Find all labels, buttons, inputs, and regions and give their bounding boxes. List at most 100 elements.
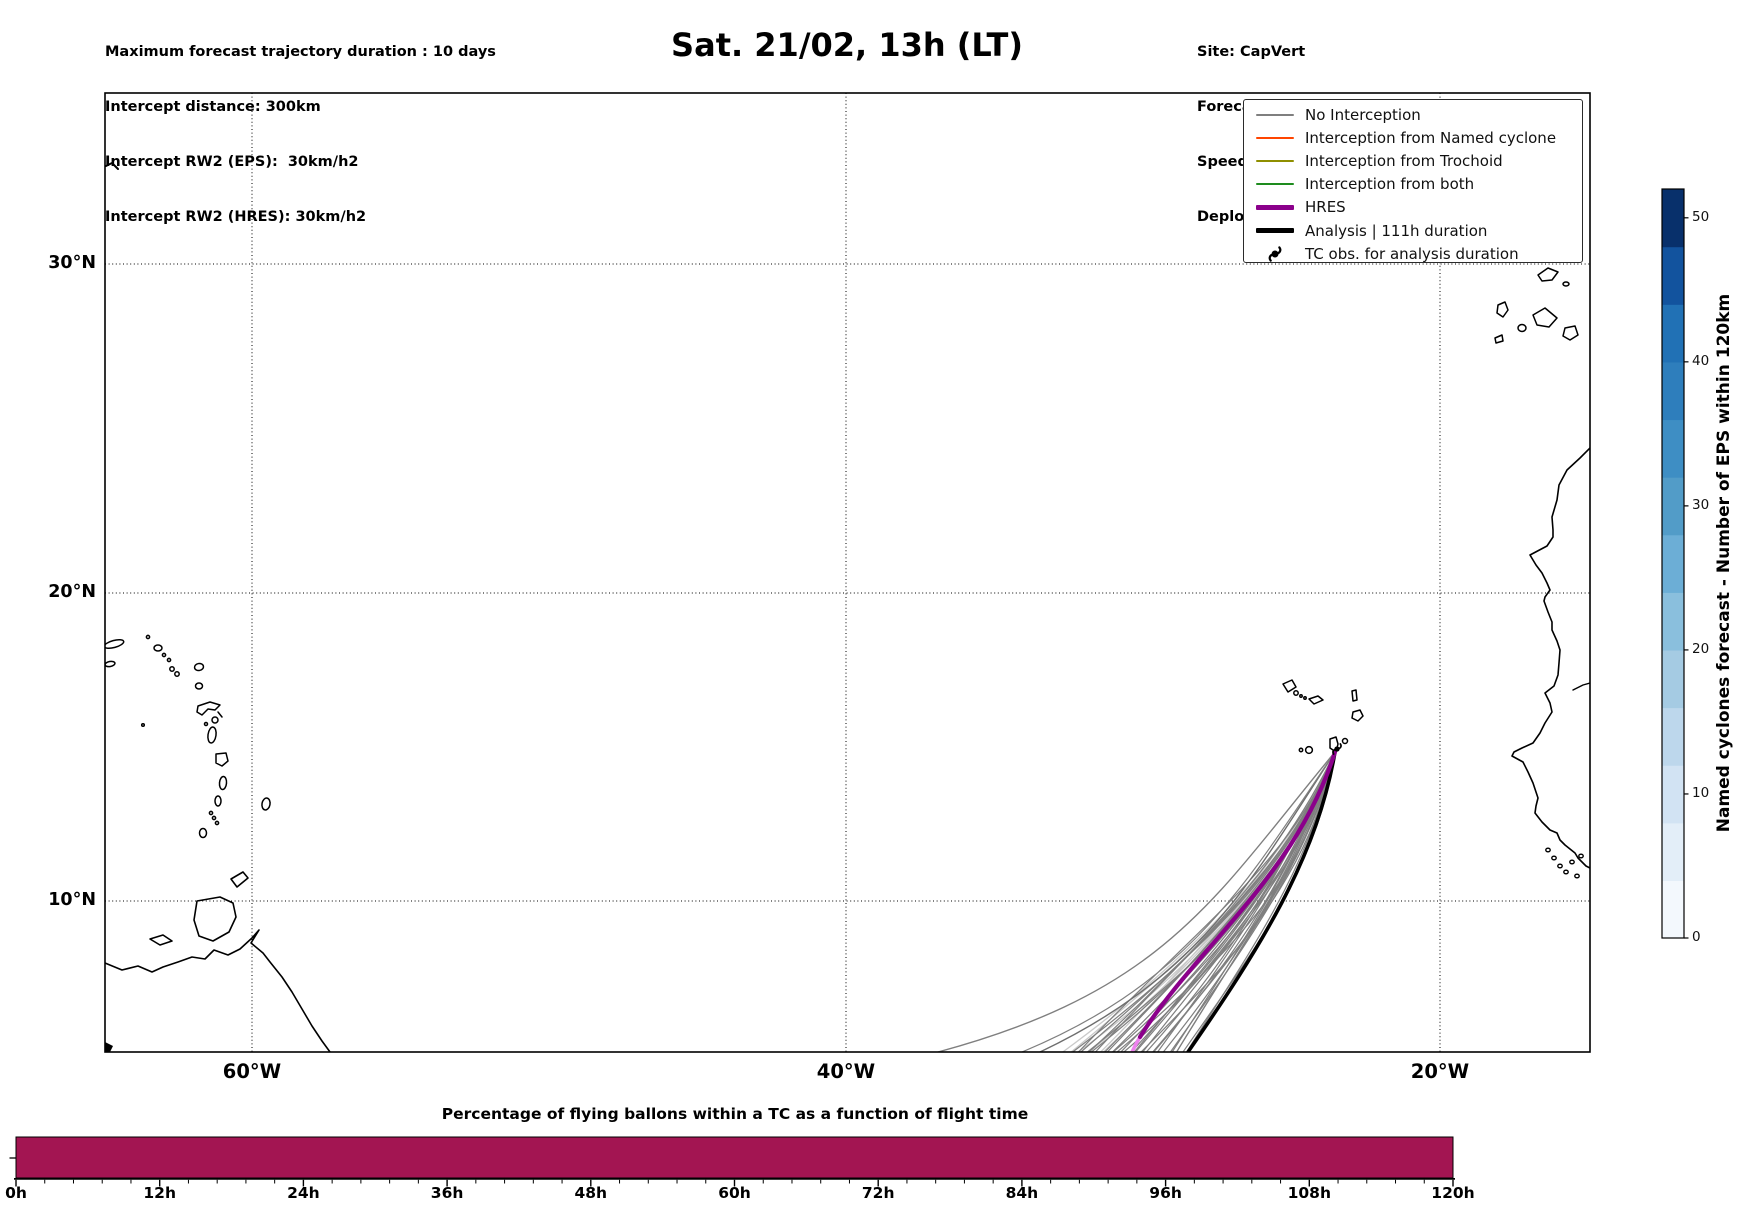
bijagos-island: [1557, 863, 1563, 869]
param-line: Intercept distance: 300km: [105, 99, 321, 116]
lon-label-20w: 20°W: [1410, 1060, 1470, 1083]
colorbar-tick-label: 20: [1692, 640, 1710, 657]
antilles-island: [214, 820, 220, 826]
bottom-chart-tick-label: 84h: [1005, 1184, 1039, 1202]
antilles-island: [153, 644, 163, 652]
colorbar-step: [1662, 419, 1684, 478]
antilles-island: [194, 682, 204, 690]
colorbar-step: [1662, 246, 1684, 305]
legend-line: [1256, 228, 1294, 233]
colorbar-step: [1662, 534, 1684, 593]
legend-item-label: HRES: [1305, 198, 1346, 217]
hres-trajectory-tail: [1130, 1035, 1142, 1052]
bottom-chart-tick-label: 24h: [287, 1184, 320, 1202]
tenerife-island: [1532, 307, 1558, 328]
fogo-island: [1304, 745, 1314, 755]
brava-island: [1298, 747, 1304, 753]
bijagos-island: [1545, 847, 1551, 853]
colorbar-tick-label: 40: [1692, 352, 1710, 369]
colorbar-step: [1662, 304, 1684, 363]
map-area: [105, 93, 1590, 1052]
margarita-island: [149, 934, 173, 946]
fuerteventura-island: [1562, 281, 1570, 287]
sal-island: [1351, 689, 1358, 702]
lat-label-30n: 30°N: [48, 253, 96, 273]
legend-line: [1256, 183, 1294, 186]
colorbar-step: [1662, 189, 1684, 248]
lanzarote-island: [1537, 267, 1559, 282]
bottom-chart-tick-label: 0h: [5, 1184, 27, 1202]
bermuda-fragment: [105, 162, 119, 170]
bottom-chart-tick-label: 12h: [143, 1184, 176, 1202]
santa-luzia-islet: [1303, 696, 1307, 700]
eps-trajectory: [1080, 751, 1336, 1052]
bijagos-island: [1563, 869, 1569, 875]
colorbar: [1661, 188, 1689, 939]
antilles-island: [174, 671, 180, 677]
trinidad-island: [193, 896, 237, 942]
colorbar-step: [1662, 765, 1684, 824]
colorbar-step: [1662, 649, 1684, 709]
bijagos-island: [1578, 853, 1584, 859]
legend-item: Interception from Named cyclone: [1244, 126, 1582, 149]
legend-item: Interception from both: [1244, 173, 1582, 196]
south-america-coast: [105, 929, 331, 1052]
colorbar-tick-label: 0: [1692, 929, 1701, 945]
colorbar-step: [1662, 361, 1684, 421]
forecast-params-block: Maximum forecast trajectory duration : 1…: [105, 6, 496, 264]
antilles-island: [207, 726, 217, 744]
legend-line: [1256, 204, 1294, 210]
legend-line-swatch: [1256, 183, 1294, 186]
legend-line: [1256, 136, 1294, 139]
legend-line-swatch: [1256, 159, 1294, 162]
eps-trajectory: [1176, 751, 1336, 1052]
lon-label-60w: 60°W: [222, 1060, 282, 1083]
site-line: Site: CapVert: [1197, 43, 1306, 60]
senegal-river-coast: [1572, 682, 1590, 691]
bijagos-island: [1551, 855, 1557, 861]
legend-item: No Interception: [1244, 103, 1582, 126]
santo-antao-island: [1282, 679, 1297, 693]
antilles-island: [203, 721, 209, 727]
antilles-island: [169, 666, 175, 672]
legend-line-swatch: [1256, 113, 1294, 116]
antilles-island: [211, 815, 217, 821]
antilles-island: [140, 722, 146, 728]
param-line: Intercept RW2 (HRES): 30km/h2: [105, 209, 367, 226]
flight-time-bar: [16, 1137, 1453, 1178]
param-line: Maximum forecast trajectory duration : 1…: [105, 43, 496, 60]
eps-trajectory-outlier: [1039, 751, 1336, 1052]
boa-vista-island: [1351, 709, 1364, 722]
bijagos-island: [1569, 859, 1575, 865]
eps-trajectory-light: [1077, 751, 1336, 1052]
legend-line: [1256, 113, 1294, 116]
africa-coast: [1511, 446, 1590, 869]
legend-line-swatch: [1256, 228, 1294, 233]
hres-trajectory: [1137, 749, 1338, 1040]
maio-island: [1341, 737, 1349, 745]
bottom-chart-tick-label: 72h: [861, 1184, 895, 1202]
colorbar-tick-label: 10: [1692, 784, 1710, 801]
eps-trajectory: [1112, 751, 1336, 1052]
tc-cyclone-icon: [1268, 245, 1282, 262]
colorbar-tick-label: 50: [1692, 208, 1710, 225]
tobago-island: [230, 871, 249, 888]
la-gomera-island: [1517, 323, 1527, 333]
colorbar-step: [1662, 822, 1684, 881]
antilles-island: [261, 797, 271, 811]
colorbar-frame: [1661, 188, 1685, 939]
eps-trajectory: [1088, 751, 1336, 1052]
antilles-island: [218, 775, 228, 791]
tc-cyclone-icon: [1256, 245, 1294, 263]
bottom-chart-tick-label: 108h: [1287, 1184, 1331, 1202]
bottom-chart-title: Percentage of flying ballons within a TC…: [441, 1105, 1029, 1123]
legend-item: HRES: [1244, 196, 1582, 219]
bijagos-island: [1574, 873, 1580, 879]
lat-label-20n: 20°N: [48, 582, 96, 602]
legend-line-swatch: [1256, 136, 1294, 139]
legend-line: [1256, 159, 1294, 162]
lat-label-10n: 10°N: [48, 890, 96, 910]
colorbar-step: [1662, 477, 1684, 536]
legend-item-label: Interception from both: [1305, 175, 1475, 194]
map-legend: No Interception Interception from Named c…: [1243, 99, 1583, 263]
